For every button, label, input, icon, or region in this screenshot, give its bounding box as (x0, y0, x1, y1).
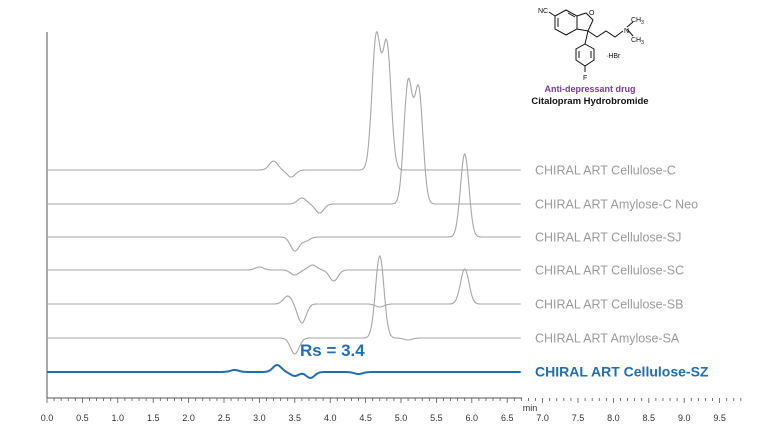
furan-ring (576, 12, 594, 32)
compound-structure (548, 9, 634, 72)
compound-category: Anti-depressant drug (544, 84, 635, 94)
x-tick-label: 1.0 (112, 413, 125, 423)
series-label: CHIRAL ART Amylose-SA (535, 332, 680, 346)
x-tick-label: 1.5 (147, 413, 160, 423)
series-label: CHIRAL ART Cellulose-SJ (535, 231, 681, 245)
x-axis-tick-labels: 0.0 0.5 1.0 1.5 2.0 2.5 3.0 3.5 4.0 4.5 5.0 5.5 6.0 6… (41, 413, 726, 423)
methyl-label-bottom: CH3 (631, 37, 644, 46)
x-axis-unit-label: min (523, 403, 538, 413)
oxygen-label: O (589, 10, 595, 17)
x-tick-label: 4.0 (324, 413, 337, 423)
x-tick-label: 4.5 (359, 413, 372, 423)
nitrogen-label: N (624, 28, 629, 35)
x-tick-label: 5.0 (395, 413, 408, 423)
trace-chiral-art-cellulose-c (47, 30, 521, 178)
side-chain (587, 30, 624, 38)
x-tick-label: 5.5 (430, 413, 443, 423)
trace-chiral-art-cellulose-sb (47, 268, 521, 324)
x-tick-label: 0.0 (41, 413, 54, 423)
series-label: CHIRAL ART Cellulose-SZ (535, 364, 709, 380)
x-tick-label: 3.5 (289, 413, 302, 423)
x-tick-label: 2.5 (218, 413, 231, 423)
x-tick-label: 2.0 (182, 413, 195, 423)
chromatogram-traces (47, 30, 521, 380)
trace-chiral-art-amylose-sa (47, 254, 521, 355)
x-tick-label: 8.0 (607, 413, 620, 423)
nitrile-label: NC (538, 8, 548, 15)
x-tick-label: 7.0 (536, 413, 549, 423)
trace-chiral-art-cellulose-sj (47, 152, 521, 252)
series-label: CHIRAL ART Cellulose-SB (535, 298, 683, 312)
trace-chiral-art-amylose-c-neo (47, 77, 521, 214)
x-tick-label: 3.0 (253, 413, 266, 423)
x-tick-label: 8.5 (643, 413, 656, 423)
salt-label: ·HBr (606, 53, 621, 60)
series-labels: CHIRAL ART Cellulose-C CHIRAL ART Amylose… (535, 164, 709, 380)
trace-chiral-art-cellulose-sz (47, 363, 521, 380)
x-tick-label: 6.0 (466, 413, 479, 423)
x-tick-label: 7.5 (572, 413, 585, 423)
x-tick-label: 0.5 (76, 413, 89, 423)
x-tick-label: 9.0 (678, 413, 691, 423)
trace-chiral-art-cellulose-sc (47, 264, 521, 282)
series-label: CHIRAL ART Amylose-C Neo (535, 198, 698, 212)
series-label: CHIRAL ART Cellulose-SC (535, 264, 684, 278)
compound-name: Citalopram Hydrobromide (531, 96, 648, 107)
series-label: CHIRAL ART Cellulose-C (535, 164, 676, 178)
methyl-label-top: CH3 (631, 17, 644, 26)
x-axis-ticks (46, 398, 742, 403)
fluorine-label: F (583, 75, 587, 82)
resolution-annotation: Rs = 3.4 (300, 341, 365, 360)
x-tick-label: 6.5 (501, 413, 514, 423)
x-tick-label: 9.5 (713, 413, 726, 423)
